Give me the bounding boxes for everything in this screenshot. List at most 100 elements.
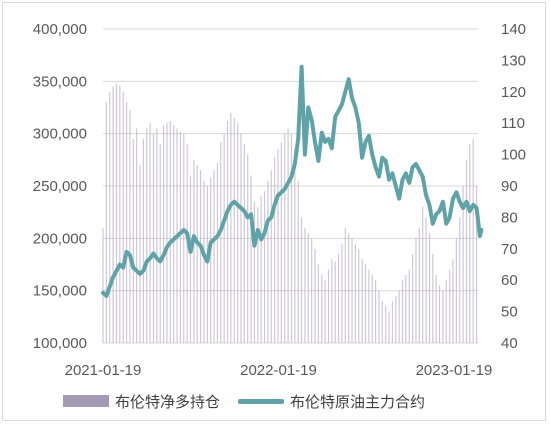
net-long-bar: [435, 274, 437, 343]
net-long-bar: [230, 112, 232, 343]
x-tick-label: 2023-01-19: [416, 362, 493, 379]
y-left-tick-label: 350,000: [33, 73, 87, 90]
y-left-tick-label: 150,000: [33, 283, 87, 300]
net-long-bar: [354, 243, 357, 343]
net-long-bar: [146, 128, 148, 343]
y-right-tick-label: 40: [501, 335, 518, 352]
net-long-bar: [371, 274, 373, 343]
net-long-bar: [183, 133, 185, 343]
y-right-tick-label: 140: [501, 21, 526, 38]
y-right-tick-label: 50: [501, 304, 518, 321]
net-long-bar: [199, 170, 202, 343]
net-long-bar: [374, 280, 377, 343]
y-right-tick-label: 130: [501, 52, 526, 69]
net-long-bar: [203, 180, 205, 343]
net-long-bar: [415, 238, 417, 343]
net-long-bar: [263, 191, 266, 343]
net-long-bar: [223, 133, 225, 343]
net-long-bar: [129, 110, 131, 343]
legend-bar-swatch: [63, 395, 109, 407]
net-long-bar: [132, 138, 134, 343]
net-long-bar: [267, 180, 269, 343]
net-long-bar: [300, 217, 303, 343]
net-long-bar: [341, 243, 343, 343]
net-long-bar: [237, 123, 239, 343]
net-long-bar: [364, 264, 367, 343]
brent-chart: 100,000 150,000 200,000 250,000 300,000 350,0…: [33, 21, 526, 379]
price-line-layer: [101, 64, 484, 298]
legend-item-brent-price: 布伦特原油主力合约: [238, 391, 425, 412]
net-long-bar: [257, 206, 259, 343]
net-long-bar: [337, 254, 340, 343]
net-long-bar: [368, 269, 370, 343]
net-long-bar: [270, 170, 272, 343]
net-long-bar: [388, 311, 390, 343]
net-long-bar: [152, 133, 155, 343]
net-long-bar: [449, 269, 451, 343]
net-long-bar: [290, 133, 293, 343]
y-left-tick-label: 250,000: [33, 178, 87, 195]
chart-frame: 100,000 150,000 200,000 250,000 300,000 350,0…: [2, 2, 546, 421]
net-long-bar: [250, 175, 252, 343]
net-long-bar: [398, 290, 400, 343]
net-long-bar: [142, 138, 144, 343]
net-long-bar: [179, 131, 182, 343]
net-long-bar: [287, 128, 289, 343]
brent-price-line: [101, 64, 484, 298]
net-long-bar: [122, 91, 124, 343]
net-long-bar: [459, 217, 461, 343]
net-long-bar: [226, 121, 229, 344]
net-long-bar: [361, 259, 363, 343]
net-long-bar: [425, 217, 427, 343]
net-long-bar: [260, 196, 262, 343]
net-long-bar: [277, 149, 279, 343]
net-long-bar: [210, 177, 212, 343]
net-long-bar: [193, 159, 195, 343]
net-long-bar: [385, 306, 387, 343]
net-long-bar: [378, 290, 380, 343]
y-right-tick-label: 70: [501, 241, 518, 258]
legend-label-net-long: 布伦特净多持仓: [115, 392, 221, 411]
net-long-bar: [442, 290, 444, 343]
net-long-bar: [156, 128, 158, 343]
net-long-bar: [405, 274, 407, 343]
net-long-bar: [136, 128, 138, 343]
net-long-bar: [475, 186, 478, 343]
net-long-bar: [331, 259, 333, 343]
net-long-bar: [321, 274, 323, 343]
net-long-bar: [317, 264, 319, 343]
net-long-bar: [462, 186, 464, 343]
net-long-bar: [220, 142, 222, 343]
net-long-bar: [307, 233, 309, 343]
y-left-tick-label: 300,000: [33, 126, 87, 143]
net-long-bar: [105, 102, 107, 344]
net-long-bar: [102, 227, 104, 343]
net-long-bar: [139, 165, 141, 343]
net-long-bar: [351, 238, 353, 343]
y-right-tick-label: 60: [501, 272, 518, 289]
net-long-bar: [166, 123, 168, 343]
net-long-bar: [112, 86, 114, 344]
net-long-bar: [412, 254, 414, 343]
net-long-bar: [247, 154, 249, 343]
net-long-bar: [173, 125, 175, 343]
net-long-bar: [233, 117, 235, 343]
x-axis-ticks: 2021-01-19 2022-01-19 2023-01-19: [65, 362, 493, 379]
gridlines: [103, 28, 478, 344]
net-long-bar: [422, 206, 424, 343]
net-long-bar: [432, 254, 434, 343]
net-long-bar: [189, 175, 192, 343]
net-long-bar: [348, 233, 350, 343]
net-long-bar: [311, 238, 313, 343]
y-right-tick-label: 100: [501, 147, 526, 164]
net-long-bar: [274, 156, 276, 343]
net-long-bar: [297, 180, 299, 343]
y-right-tick-label: 90: [501, 178, 518, 195]
left-axis-ticks: 100,000 150,000 200,000 250,000 300,000 350,0…: [33, 21, 87, 352]
net-long-bar: [149, 123, 151, 343]
net-long-bar: [213, 170, 215, 343]
net-long-bar: [391, 301, 394, 343]
net-long-bar: [465, 159, 468, 343]
net-long-bar: [284, 133, 286, 343]
net-long-bar: [280, 142, 282, 343]
